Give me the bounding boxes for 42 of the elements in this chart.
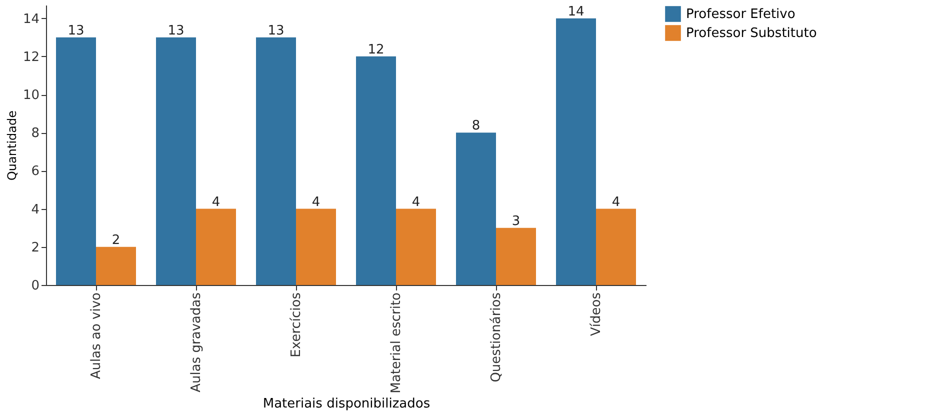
y-tick-label: 14 [22,12,40,27]
data-label: 14 [568,4,584,20]
y-tick-label: 2 [31,240,40,256]
y-tick-label: 6 [31,164,40,180]
x-tick-label: Exercícios [289,292,304,358]
data-label: 2 [112,232,120,248]
data-label: 13 [268,23,284,38]
y-tick-label: 0 [31,278,40,294]
bar [196,208,236,285]
data-label: 13 [68,23,84,38]
data-label: 12 [368,42,384,58]
bar [96,246,136,285]
x-tick-label: Aulas ao vivo [89,292,104,380]
x-tick-label: Questionários [489,292,504,382]
x-tick-label: Vídeos [589,292,604,336]
bar [256,37,296,285]
data-label: 3 [512,214,520,229]
legend-label: Professor Efetivo [686,7,796,22]
y-axis-title: Quantidade [4,110,19,181]
y-tick-label: 10 [22,88,40,104]
bar [296,208,336,285]
x-tick-label: Material escrito [389,292,404,394]
data-label: 4 [312,194,320,210]
x-tick-label: Aulas gravadas [189,292,204,392]
bar [396,208,436,285]
bar [56,37,96,285]
y-tick-label: 4 [31,202,40,218]
data-label: 8 [472,118,480,134]
bar [556,18,596,285]
x-axis-title: Materiais disponibilizados [262,396,430,412]
bar [156,37,196,285]
bar [356,56,396,285]
bar [456,132,496,285]
legend-label: Professor Substituto [686,26,817,41]
data-label: 13 [168,23,184,38]
data-label: 4 [612,194,620,210]
data-label: 4 [212,194,220,210]
data-label: 4 [412,194,420,210]
y-tick-label: 8 [31,126,40,142]
bar [496,228,536,285]
bar [596,208,636,285]
y-tick-label: 12 [22,50,40,65]
